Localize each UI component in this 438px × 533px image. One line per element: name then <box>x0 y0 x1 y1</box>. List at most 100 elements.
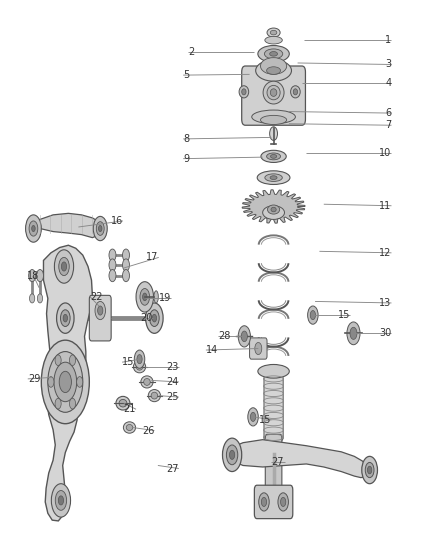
Circle shape <box>55 355 61 366</box>
Circle shape <box>137 354 142 364</box>
Ellipse shape <box>270 127 278 140</box>
Text: 7: 7 <box>385 120 392 130</box>
Ellipse shape <box>263 81 284 104</box>
Circle shape <box>99 225 102 231</box>
Ellipse shape <box>293 89 297 95</box>
Text: 4: 4 <box>385 78 392 88</box>
Text: 19: 19 <box>159 293 171 303</box>
Text: 27: 27 <box>272 457 284 467</box>
Ellipse shape <box>256 60 291 81</box>
FancyBboxPatch shape <box>89 295 111 341</box>
Ellipse shape <box>239 86 249 98</box>
Circle shape <box>259 493 269 511</box>
Circle shape <box>55 490 67 510</box>
Text: 12: 12 <box>379 248 392 258</box>
Text: 9: 9 <box>183 154 189 164</box>
Ellipse shape <box>134 361 146 373</box>
Ellipse shape <box>267 85 280 100</box>
Ellipse shape <box>261 115 287 125</box>
Circle shape <box>123 270 130 281</box>
Circle shape <box>29 294 35 303</box>
Text: 22: 22 <box>90 292 102 302</box>
Ellipse shape <box>267 28 280 37</box>
Text: 20: 20 <box>140 313 152 323</box>
Ellipse shape <box>144 378 150 385</box>
Ellipse shape <box>148 390 160 402</box>
Circle shape <box>347 322 360 345</box>
Ellipse shape <box>270 89 277 96</box>
Text: 27: 27 <box>166 464 179 473</box>
Text: 6: 6 <box>385 108 392 118</box>
FancyBboxPatch shape <box>265 434 282 496</box>
Circle shape <box>134 350 145 368</box>
Ellipse shape <box>261 150 286 163</box>
Text: 21: 21 <box>124 404 136 414</box>
Circle shape <box>367 466 372 474</box>
Ellipse shape <box>271 155 277 158</box>
Circle shape <box>255 342 262 354</box>
Circle shape <box>98 306 103 315</box>
Text: 18: 18 <box>27 271 39 280</box>
Ellipse shape <box>258 45 289 62</box>
Circle shape <box>230 450 235 459</box>
Circle shape <box>77 377 83 387</box>
FancyBboxPatch shape <box>242 66 305 125</box>
FancyBboxPatch shape <box>254 485 293 519</box>
Ellipse shape <box>270 176 277 180</box>
Ellipse shape <box>242 89 246 95</box>
Circle shape <box>54 250 74 283</box>
Ellipse shape <box>267 67 281 75</box>
Ellipse shape <box>154 291 158 303</box>
Circle shape <box>36 270 43 281</box>
Ellipse shape <box>136 364 143 370</box>
Text: 1: 1 <box>385 35 392 45</box>
Polygon shape <box>43 245 92 521</box>
Circle shape <box>48 377 54 387</box>
Ellipse shape <box>257 171 290 184</box>
FancyBboxPatch shape <box>264 376 283 440</box>
Circle shape <box>365 463 374 478</box>
Text: 2: 2 <box>188 47 194 58</box>
Circle shape <box>251 413 256 422</box>
Polygon shape <box>242 190 305 223</box>
Circle shape <box>123 249 130 261</box>
Circle shape <box>136 281 153 312</box>
Circle shape <box>109 270 116 281</box>
Circle shape <box>143 293 147 301</box>
Circle shape <box>350 327 357 340</box>
Ellipse shape <box>290 86 300 98</box>
Ellipse shape <box>270 52 278 56</box>
Text: 13: 13 <box>379 298 392 308</box>
Ellipse shape <box>116 397 130 410</box>
Text: 16: 16 <box>111 216 123 226</box>
Circle shape <box>123 259 130 271</box>
Circle shape <box>63 314 67 322</box>
Text: 28: 28 <box>218 332 230 341</box>
Circle shape <box>59 372 71 393</box>
Circle shape <box>281 497 286 506</box>
Circle shape <box>248 408 258 426</box>
Circle shape <box>57 303 74 333</box>
Circle shape <box>226 445 238 465</box>
Ellipse shape <box>124 422 136 433</box>
Circle shape <box>51 484 71 517</box>
Circle shape <box>241 331 247 342</box>
Circle shape <box>55 398 61 409</box>
Text: 24: 24 <box>166 377 179 387</box>
Ellipse shape <box>267 153 281 160</box>
Polygon shape <box>27 213 103 238</box>
Ellipse shape <box>261 58 287 75</box>
Circle shape <box>140 288 150 305</box>
Text: 15: 15 <box>338 310 350 320</box>
Circle shape <box>96 222 104 236</box>
Ellipse shape <box>263 206 285 220</box>
Circle shape <box>37 294 42 303</box>
Circle shape <box>32 225 35 231</box>
Circle shape <box>58 496 64 505</box>
Polygon shape <box>232 440 371 478</box>
Text: 3: 3 <box>385 60 392 69</box>
Circle shape <box>150 310 159 327</box>
Circle shape <box>29 221 38 236</box>
Circle shape <box>54 362 77 402</box>
Ellipse shape <box>258 365 289 378</box>
